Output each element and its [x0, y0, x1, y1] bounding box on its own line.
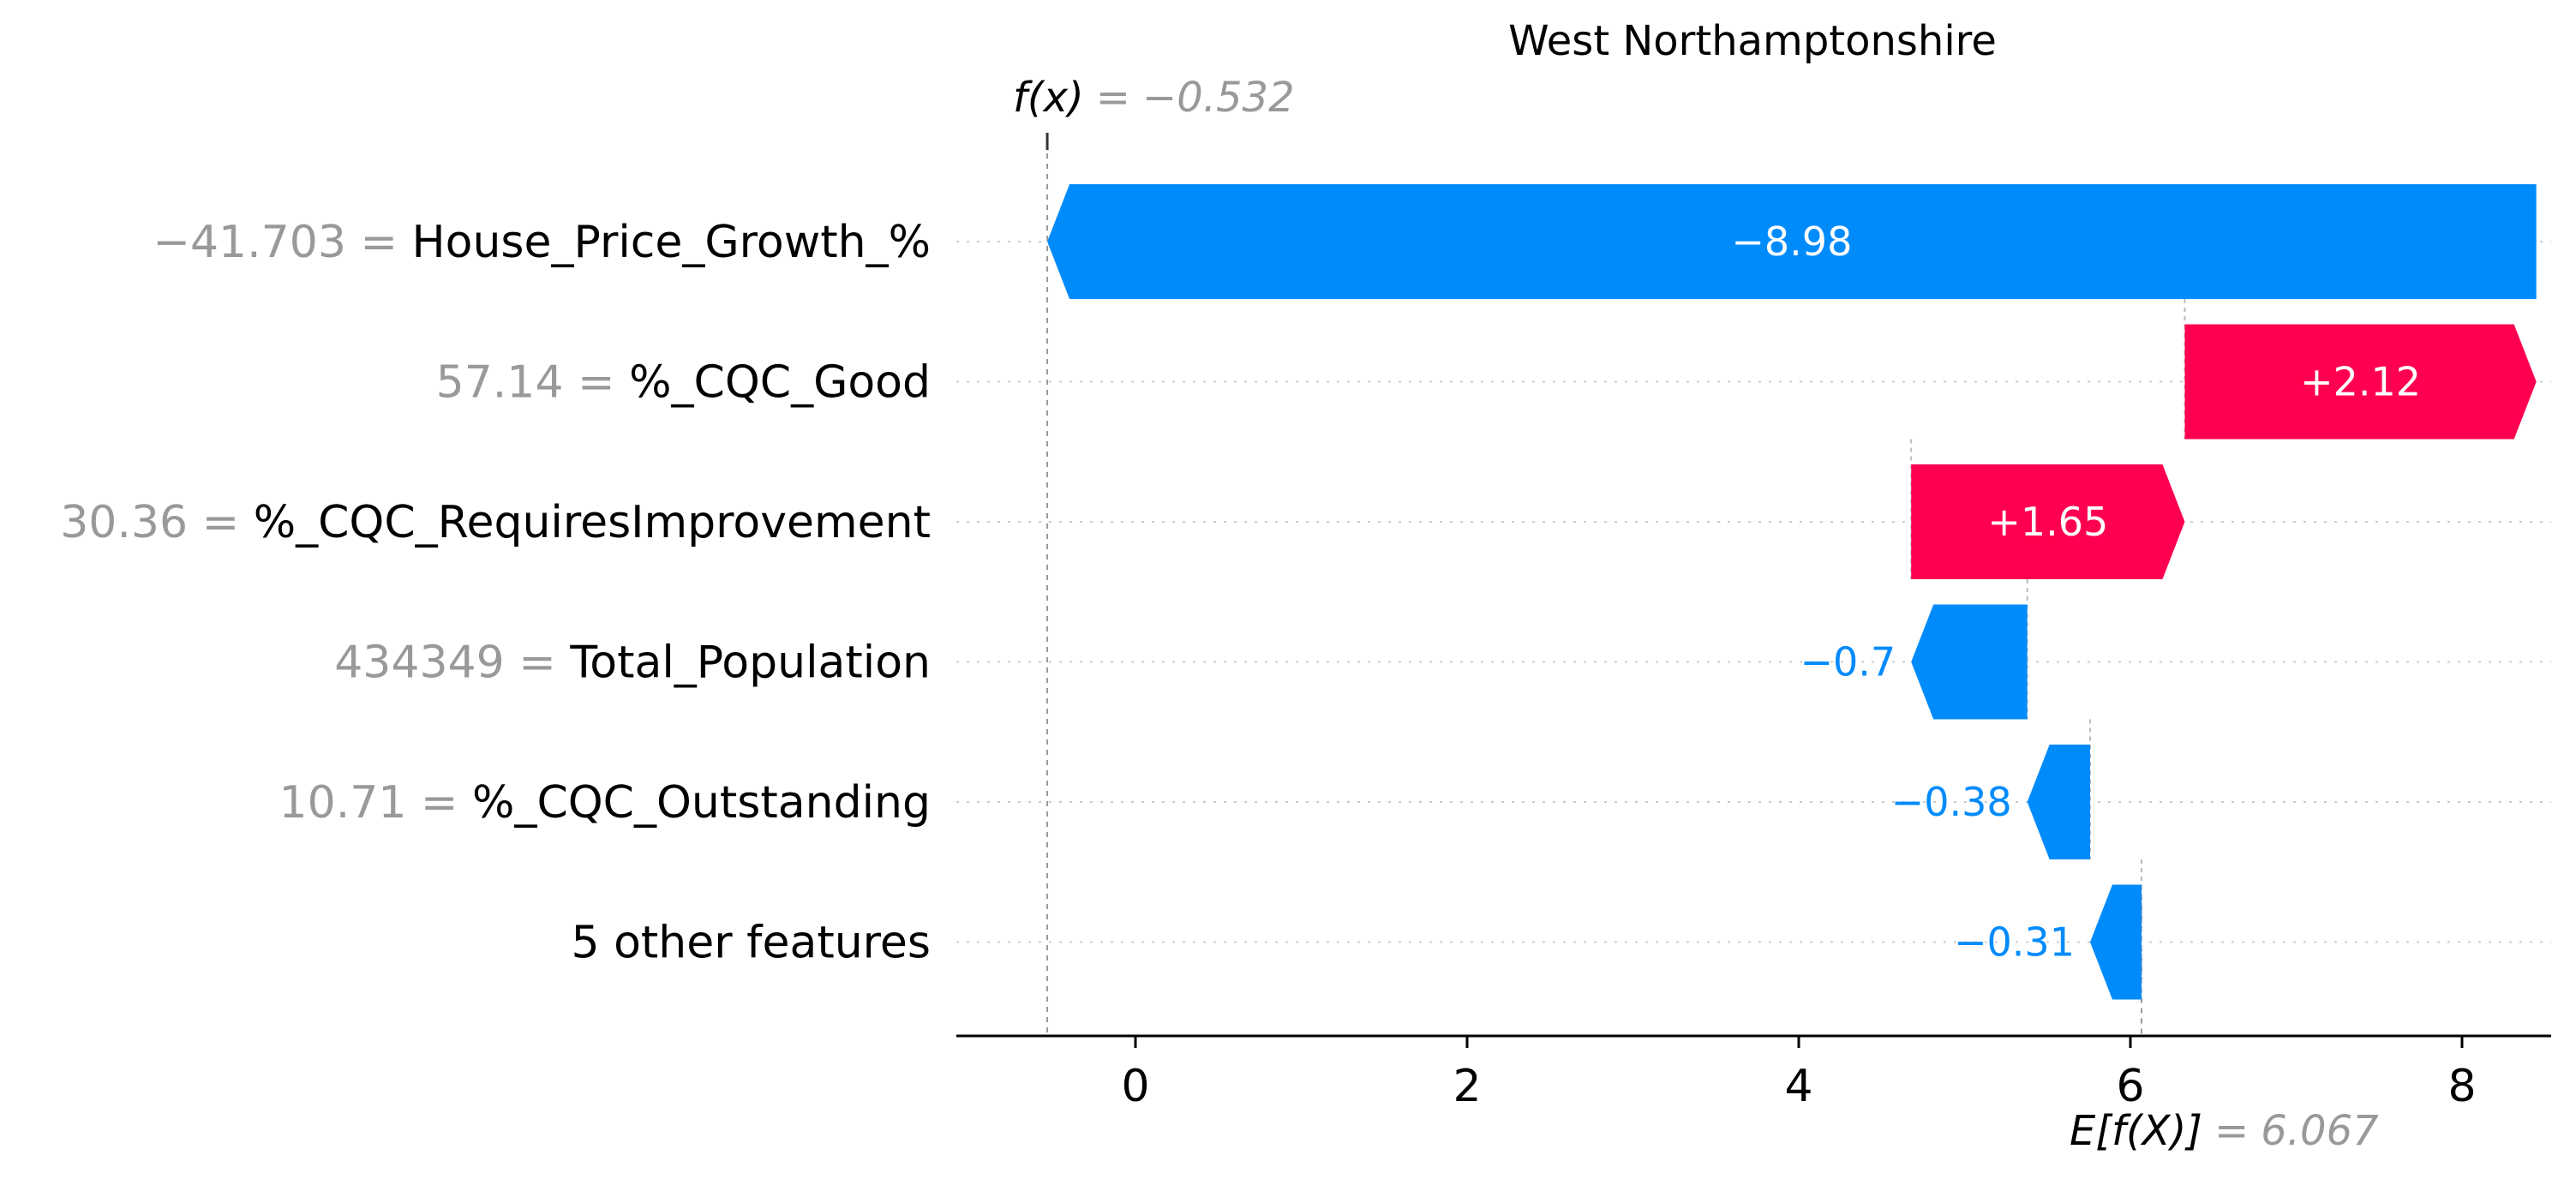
waterfall-bar: [1047, 184, 2537, 299]
feature-value: 434349 =: [334, 637, 570, 689]
fx-annotation: f(x) = −0.532: [1013, 74, 1295, 122]
feature-labels: −41.703 = House_Price_Growth_% 57.14 = %_…: [60, 217, 931, 969]
bar-value-label: +1.65: [1987, 499, 2108, 545]
feature-label: 30.36 = %_CQC_RequiresImprovement: [60, 497, 931, 548]
waterfall-bar: [2184, 324, 2537, 440]
feature-name: Total_Population: [569, 637, 931, 689]
x-tick-label: 6: [2116, 1061, 2144, 1112]
fx-label: f(x) = −0.532: [1013, 74, 1295, 122]
base-value: 6.067: [2261, 1107, 2379, 1155]
feature-label: 434349 = Total_Population: [334, 637, 931, 689]
feature-name: House_Price_Growth_%: [412, 217, 931, 268]
chart-title: West Northamptonshire: [1508, 17, 1997, 65]
bar-value-label: −0.31: [1954, 919, 2075, 966]
x-tick-label: 2: [1453, 1061, 1481, 1112]
feature-label: −41.703 = House_Price_Growth_%: [153, 217, 931, 268]
bar-value-label: −8.98: [1731, 218, 1852, 265]
feature-label: 57.14 = %_CQC_Good: [436, 357, 931, 409]
bar-value-label: −0.7: [1800, 639, 1896, 685]
waterfall-bar: [2027, 745, 2090, 859]
waterfall-bar: [2089, 884, 2142, 1000]
feature-name: %_CQC_Outstanding: [472, 777, 931, 829]
base-label: E[f(X)] = 6.067: [2070, 1107, 2379, 1155]
base-equals: =: [2214, 1107, 2249, 1155]
feature-label: 5 other features: [571, 918, 931, 969]
bar-value-label: −0.38: [1891, 779, 2012, 825]
feature-name: 5 other features: [571, 918, 931, 969]
feature-name: %_CQC_Good: [629, 357, 931, 409]
x-tick-label: 4: [1784, 1061, 1812, 1112]
fx-equals: =: [1096, 74, 1130, 122]
fx-label-text: f(x): [1013, 74, 1084, 122]
waterfall-bar: [1911, 604, 2028, 720]
fx-value: −0.532: [1142, 74, 1295, 122]
base-label-text: E[f(X)]: [2070, 1107, 2202, 1155]
feature-value: −41.703 =: [153, 217, 411, 268]
bars: −8.98 +2.12 +1.65 −0.7 −0.38 −0.31: [1047, 184, 2537, 1000]
feature-value: 30.36 =: [60, 497, 254, 548]
base-value-annotation: E[f(X)] = 6.067: [2070, 1107, 2379, 1155]
x-axis: 0 2 4 6 8: [956, 1034, 2551, 1112]
x-tick-label: 8: [2447, 1061, 2476, 1112]
bar-value-label: +2.12: [2300, 359, 2421, 405]
waterfall-bar: [1911, 464, 2185, 579]
x-tick-label: 0: [1121, 1061, 1149, 1112]
feature-value: 10.71 =: [279, 777, 473, 829]
feature-value: 57.14 =: [436, 357, 630, 409]
feature-name: %_CQC_RequiresImprovement: [254, 497, 931, 548]
feature-label: 10.71 = %_CQC_Outstanding: [279, 777, 931, 829]
